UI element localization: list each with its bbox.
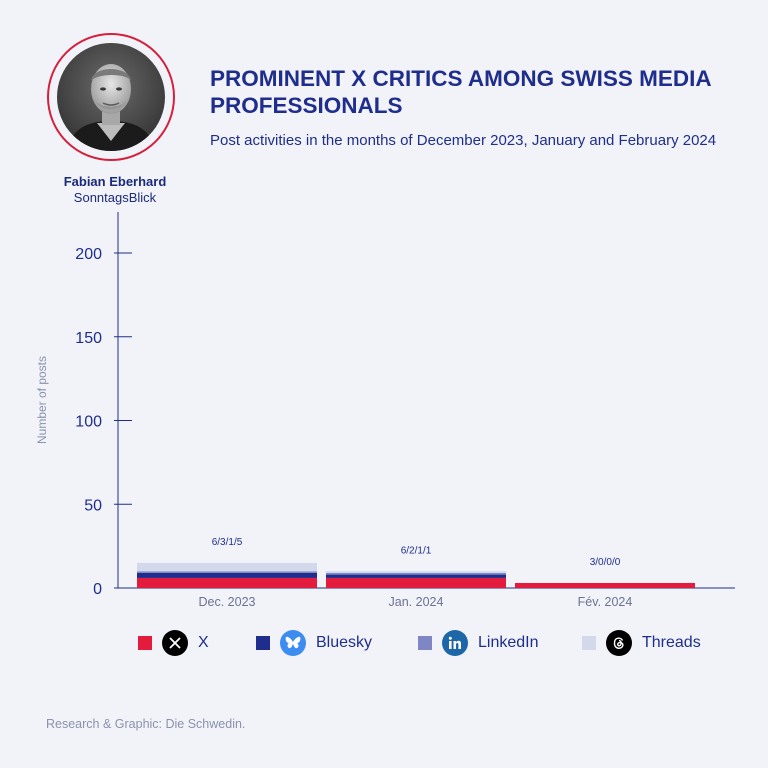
y-tick-label: 0 [93, 581, 102, 598]
legend-item-bluesky: Bluesky [256, 630, 418, 656]
bar-segment-threads [137, 562, 317, 572]
bar-segment-linkedin [326, 572, 506, 575]
data-label: 6/2/1/1 [401, 545, 432, 556]
linkedin-icon [442, 630, 468, 656]
legend-item-x: X [138, 630, 256, 656]
person-name: Fabian Eberhard [63, 174, 167, 189]
bar-chart: 0 50 100 150 200 Number of posts 6/3/1/5 Dec. 2… [35, 212, 735, 609]
bar-segment-bluesky [326, 574, 506, 578]
bluesky-butterfly-icon [280, 630, 306, 656]
avatar [57, 43, 165, 151]
x-tick-label: Jan. 2024 [389, 595, 444, 609]
y-axis-label: Number of posts [35, 356, 49, 444]
y-tick-label: 50 [84, 497, 102, 514]
credits-footer: Research & Graphic: Die Schwedin. [46, 717, 246, 731]
legend-label-threads: Threads [642, 634, 701, 651]
bar-segment-x [326, 577, 506, 588]
bar-segment-linkedin [137, 571, 317, 573]
bar-segment-x [137, 577, 317, 588]
y-tick-label: 200 [75, 246, 102, 263]
bar-segment-bluesky [137, 572, 317, 578]
chart-title: Prominent X critics among Swiss media pr… [210, 66, 711, 118]
legend-item-linkedin: LinkedIn [418, 630, 582, 656]
legend: X Bluesky LinkedIn Threads [138, 630, 701, 656]
x-tick-label: Fév. 2024 [578, 595, 633, 609]
legend-swatch-x [138, 636, 152, 650]
threads-icon [606, 630, 632, 656]
avatar-frame [47, 33, 175, 161]
y-tick-label: 100 [75, 414, 102, 431]
data-label: 6/3/1/5 [212, 537, 243, 548]
bar-segment-x [515, 582, 695, 588]
data-label: 3/0/0/0 [590, 557, 621, 568]
legend-swatch-linkedin [418, 636, 432, 650]
chart-subtitle: Post activities in the months of Decembe… [210, 132, 717, 149]
bar-segment-threads [326, 571, 506, 573]
legend-swatch-threads [582, 636, 596, 650]
legend-item-threads: Threads [582, 630, 701, 656]
legend-label-x: X [198, 634, 209, 651]
y-tick-label: 150 [75, 330, 102, 347]
person-outlet: SonntagsBlick [73, 190, 157, 205]
portrait-photo-icon [57, 43, 165, 151]
x-tick-label: Dec. 2023 [199, 595, 256, 609]
legend-swatch-bluesky [256, 636, 270, 650]
x-logo-icon [162, 630, 188, 656]
legend-label-bluesky: Bluesky [316, 634, 373, 651]
legend-label-linkedin: LinkedIn [478, 634, 539, 651]
